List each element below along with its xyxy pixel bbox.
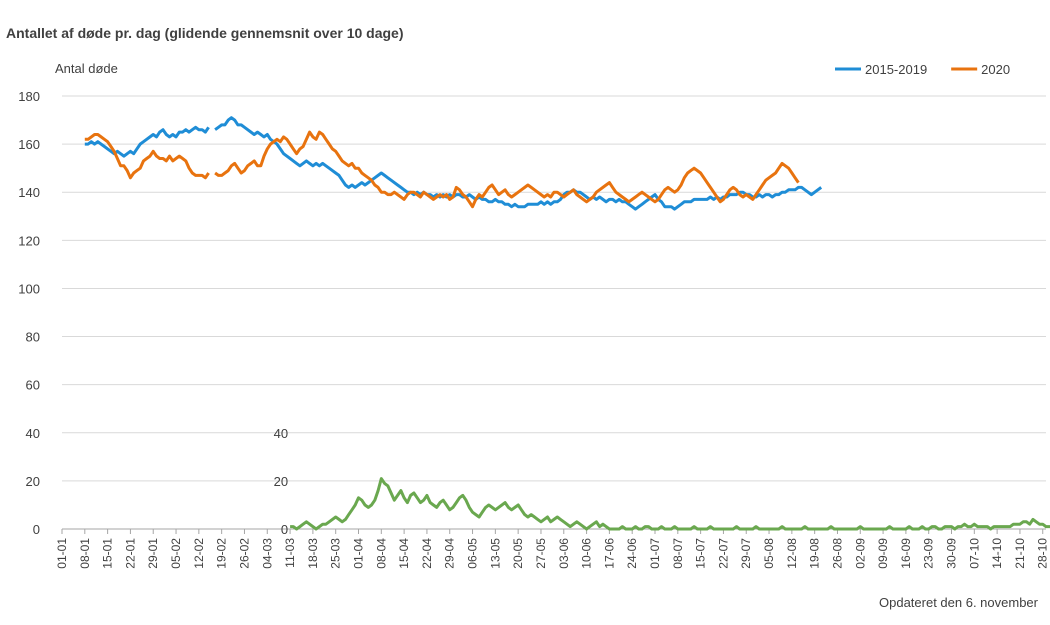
updated-note: Opdateret den 6. november xyxy=(879,595,1039,610)
legend-label: 2020 xyxy=(981,62,1010,77)
y-tick-label: 160 xyxy=(18,137,40,152)
x-tick-label: 11-03 xyxy=(283,538,297,568)
x-tick-label: 12-08 xyxy=(785,538,799,569)
x-tick-label: 26-02 xyxy=(237,538,251,569)
x-tick-label: 29-04 xyxy=(443,538,457,569)
y-tick-label: 180 xyxy=(18,89,40,104)
x-tick-label: 25-03 xyxy=(329,538,343,569)
x-tick-label: 01-07 xyxy=(648,538,662,569)
series-line-2020 xyxy=(84,130,800,209)
x-tick-label: 08-04 xyxy=(374,538,388,569)
x-tick-label: 04-03 xyxy=(260,538,274,569)
y-gridlines xyxy=(62,95,1046,482)
x-tick-label: 03-06 xyxy=(557,538,571,569)
x-tick-label: 06-05 xyxy=(466,538,480,569)
x-tick-label: 19-02 xyxy=(215,538,229,569)
series-line-difference xyxy=(290,477,1050,531)
x-tick-label: 16-09 xyxy=(899,538,913,569)
x-tick-label: 12-02 xyxy=(192,538,206,569)
x-tick-label: 22-04 xyxy=(420,538,434,569)
x-tick-label: 21-10 xyxy=(1013,538,1027,569)
y-tick-label: 60 xyxy=(26,378,40,393)
secondary-y-tick-labels: 0 20 40 xyxy=(274,426,288,537)
legend-label: 2015-2019 xyxy=(865,62,927,77)
y-tick-label: 0 xyxy=(33,522,40,537)
x-tick-label: 18-03 xyxy=(306,538,320,569)
x-tick-label: 28-10 xyxy=(1036,538,1050,569)
x-tick-label: 05-08 xyxy=(762,538,776,569)
x-tick-label: 20-05 xyxy=(511,538,525,569)
x-tick-label: 15-01 xyxy=(101,538,115,569)
secondary-y-tick-label: 20 xyxy=(274,474,288,489)
series-lines xyxy=(84,116,1050,531)
x-tick-label: 01-04 xyxy=(352,538,366,569)
x-tick-label: 29-01 xyxy=(146,538,160,569)
x-tick-label: 07-10 xyxy=(967,538,981,569)
x-tick-label: 29-07 xyxy=(739,538,753,569)
x-tick-label: 23-09 xyxy=(922,538,936,569)
secondary-y-tick-label: 40 xyxy=(274,426,288,441)
y-tick-label: 140 xyxy=(18,185,40,200)
x-tick-label: 05-02 xyxy=(169,538,183,569)
x-tick-label: 13-05 xyxy=(488,538,502,569)
x-tick-label: 10-06 xyxy=(580,538,594,569)
x-tick-label: 08-07 xyxy=(671,538,685,569)
y-tick-label: 80 xyxy=(26,330,40,345)
x-tick-label: 01-01 xyxy=(55,538,69,569)
secondary-y-tick-label: 0 xyxy=(281,522,288,537)
x-tick-label: 17-06 xyxy=(602,538,616,569)
x-tick-label: 30-09 xyxy=(945,538,959,569)
y-tick-label: 40 xyxy=(26,426,40,441)
x-tick-label: 15-07 xyxy=(694,538,708,569)
x-tick-label: 02-09 xyxy=(853,538,867,569)
x-tick-label: 15-04 xyxy=(397,538,411,569)
x-tick-label: 22-01 xyxy=(123,538,137,569)
y-tick-labels: 0 20 40 60 80 100 120 140 160 180 xyxy=(18,89,40,537)
x-tick-labels: 01-01 08-01 15-01 22-01 29-01 05-02 12-02 19-02… xyxy=(55,529,1050,569)
y-axis-label: Antal døde xyxy=(55,61,118,76)
x-tick-label: 26-08 xyxy=(830,538,844,569)
x-tick-label: 27-05 xyxy=(534,538,548,569)
x-tick-label: 08-01 xyxy=(78,538,92,569)
y-tick-label: 100 xyxy=(18,281,40,296)
x-tick-label: 19-08 xyxy=(808,538,822,569)
chart-title: Antallet af døde pr. dag (glidende genne… xyxy=(6,25,404,41)
x-tick-label: 09-09 xyxy=(876,538,890,569)
legend: 2015-2019 2020 xyxy=(835,62,1010,77)
y-tick-label: 120 xyxy=(18,233,40,248)
y-tick-label: 20 xyxy=(26,474,40,489)
x-tick-label: 24-06 xyxy=(625,538,639,569)
x-tick-label: 14-10 xyxy=(990,538,1004,569)
x-tick-label: 22-07 xyxy=(716,538,730,569)
